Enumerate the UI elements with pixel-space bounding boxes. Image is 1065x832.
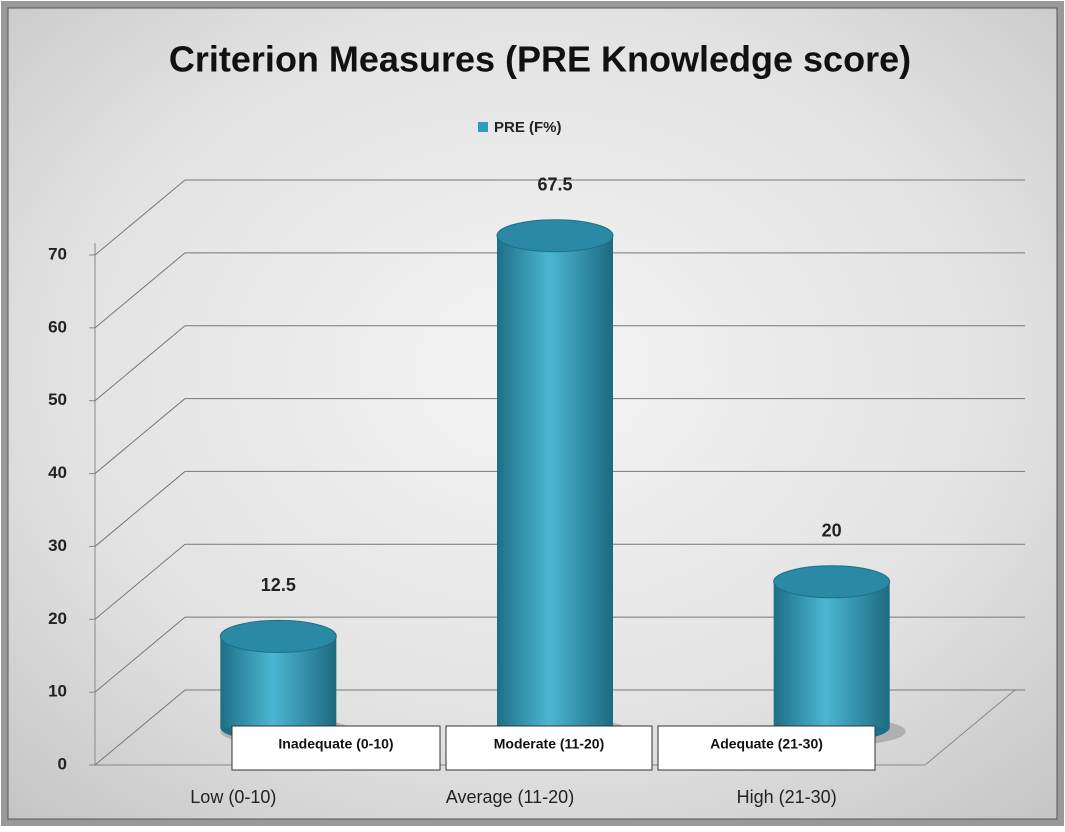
bar [497, 235, 613, 728]
grid-line [94, 325, 186, 402]
grid-line [94, 689, 186, 766]
annotation-box [445, 725, 653, 771]
x-tick-label: Average (11-20) [446, 787, 574, 807]
grid-line [94, 252, 186, 329]
legend-label: PRE (F%) [494, 119, 562, 136]
bar-top [219, 619, 337, 653]
y-tick-label: 50 [48, 390, 67, 409]
data-label: 20 [822, 521, 842, 541]
y-tick-label: 70 [48, 244, 67, 263]
floor-edge [924, 689, 1016, 766]
grid-line [94, 543, 186, 620]
y-tick-label: 20 [48, 609, 67, 628]
legend-swatch [478, 122, 488, 132]
grid-line [94, 616, 186, 693]
annotation: Adequate (21-30) [710, 736, 823, 752]
annotation: Moderate (11-20) [494, 736, 604, 752]
x-tick-label: High (21-30) [737, 787, 837, 807]
data-label: 67.5 [537, 174, 572, 194]
grid-line [94, 398, 186, 474]
data-label: 12.5 [261, 575, 296, 595]
y-tick-label: 60 [48, 317, 67, 336]
annotation-box [231, 725, 441, 771]
y-tick-label: 10 [48, 682, 67, 701]
y-tick-label: 0 [58, 754, 67, 773]
bar [773, 581, 890, 728]
annotation-box [657, 725, 876, 771]
y-tick-label: 40 [48, 463, 67, 482]
chart-title: Criterion Measures (PRE Knowledge score) [169, 39, 911, 80]
y-tick-label: 30 [48, 536, 67, 555]
grid-line [94, 471, 186, 547]
bar-top [773, 565, 891, 599]
annotation: Inadequate (0-10) [278, 736, 393, 752]
x-tick-label: Low (0-10) [190, 787, 276, 807]
grid-line [94, 179, 186, 256]
bar-top [496, 219, 614, 253]
